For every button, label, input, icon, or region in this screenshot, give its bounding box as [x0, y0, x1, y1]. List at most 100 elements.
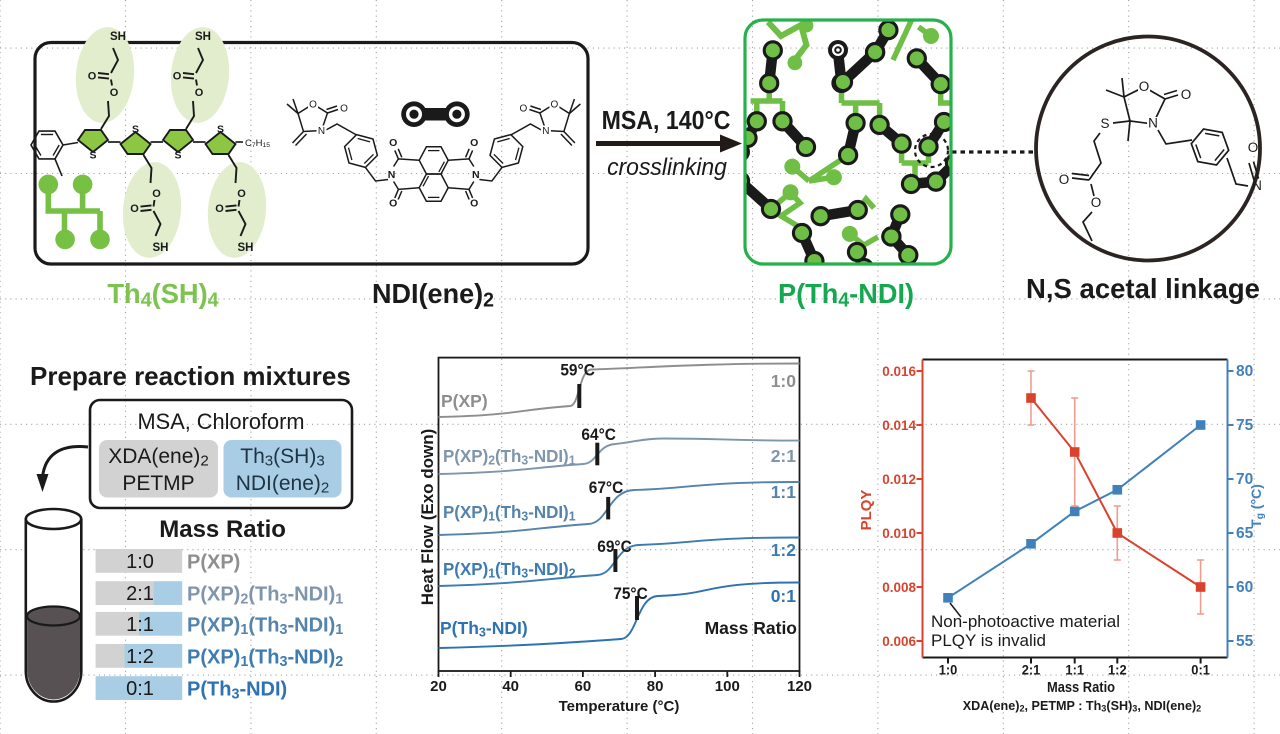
svg-text:S: S — [89, 150, 96, 162]
svg-text:MSA, Chloroform: MSA, Chloroform — [138, 409, 305, 434]
svg-text:N: N — [1148, 116, 1158, 131]
svg-text:O: O — [88, 71, 97, 83]
svg-text:1:1: 1:1 — [1065, 662, 1084, 678]
svg-text:O: O — [130, 203, 139, 215]
svg-text:2:1: 2:1 — [1022, 662, 1041, 678]
svg-text:P(XP)2​(Th3​-NDI)1​: P(XP)2​(Th3​-NDI)1​ — [187, 584, 343, 608]
svg-text:O: O — [389, 198, 397, 210]
svg-text:0:1: 0:1 — [126, 678, 154, 700]
svg-text:Temperature (°C): Temperature (°C) — [559, 698, 680, 715]
svg-text:O: O — [1139, 79, 1150, 94]
svg-text:O: O — [309, 100, 317, 111]
svg-text:64°C: 64°C — [581, 425, 616, 444]
svg-text:O: O — [152, 188, 161, 200]
svg-text:O: O — [1091, 195, 1102, 210]
svg-text:O: O — [520, 104, 528, 115]
svg-text:N: N — [318, 126, 325, 137]
svg-text:1:1: 1:1 — [126, 614, 154, 636]
svg-text:O: O — [340, 104, 348, 115]
svg-text:S: S — [132, 124, 139, 136]
svg-text:Mass Ratio: Mass Ratio — [159, 516, 286, 543]
svg-text:0.008: 0.008 — [882, 580, 916, 595]
svg-text:0.014: 0.014 — [882, 418, 916, 433]
svg-text:1:2: 1:2 — [1108, 662, 1127, 678]
svg-text:N: N — [388, 169, 396, 181]
svg-text:Th3​(SH)3​: Th3​(SH)3​ — [240, 445, 325, 470]
svg-text:75: 75 — [1236, 417, 1254, 434]
svg-text:NDI(ene)2​: NDI(ene)2​ — [236, 472, 330, 497]
svg-text:Non-photoactive material: Non-photoactive material — [931, 612, 1120, 631]
svg-text:2:1: 2:1 — [126, 583, 154, 605]
svg-text:Mass Ratio: Mass Ratio — [1047, 679, 1115, 695]
svg-text:100: 100 — [715, 678, 740, 695]
svg-text:0.010: 0.010 — [882, 526, 916, 541]
svg-text:NDI(ene)2​: NDI(ene)2​ — [372, 278, 494, 312]
svg-text:Heat Flow (Exo down): Heat Flow (Exo down) — [418, 429, 437, 606]
svg-text:P(Th3​-NDI): P(Th3​-NDI) — [440, 618, 528, 639]
svg-text:SH: SH — [110, 31, 126, 43]
svg-text:Tg​ (°C): Tg​ (°C) — [1248, 484, 1266, 528]
svg-text:0.016: 0.016 — [882, 364, 916, 379]
svg-text:S: S — [1100, 116, 1109, 131]
svg-text:O: O — [173, 71, 182, 83]
svg-text:O: O — [470, 137, 478, 149]
svg-text:0.012: 0.012 — [882, 472, 916, 487]
svg-text:P(XP)1​(Th3​-NDI)2​: P(XP)1​(Th3​-NDI)2​ — [187, 647, 343, 671]
svg-text:N: N — [472, 169, 480, 181]
svg-text:O: O — [1059, 172, 1070, 187]
svg-text:P(Th3​-NDI): P(Th3​-NDI) — [187, 679, 287, 703]
svg-text:60: 60 — [1236, 579, 1253, 596]
svg-text:0.006: 0.006 — [882, 634, 916, 649]
svg-text:XDA(ene)2​, PETMP : Th3​(SH)3​: XDA(ene)2​, PETMP : Th3​(SH)3​, NDI(ene)… — [963, 698, 1202, 714]
svg-text:69°C: 69°C — [597, 537, 632, 556]
svg-text:MSA, 140°C: MSA, 140°C — [602, 107, 731, 136]
svg-text:1:1: 1:1 — [771, 482, 797, 502]
svg-text:40: 40 — [502, 678, 519, 695]
svg-text:O: O — [1248, 140, 1259, 155]
svg-text:crosslinking: crosslinking — [607, 154, 727, 181]
svg-text:1:0: 1:0 — [939, 662, 958, 678]
svg-text:80: 80 — [647, 678, 664, 695]
svg-text:N,S acetal linkage: N,S acetal linkage — [1026, 273, 1260, 304]
svg-text:P(XP): P(XP) — [441, 391, 488, 411]
svg-text:1:2: 1:2 — [126, 646, 154, 668]
svg-text:Prepare reaction mixtures: Prepare reaction mixtures — [30, 361, 351, 391]
svg-text:Mass Ratio: Mass Ratio — [705, 618, 797, 638]
svg-text:0:1: 0:1 — [771, 586, 797, 606]
svg-text:Th4​(SH)4​: Th4​(SH)4​ — [107, 278, 218, 312]
svg-text:O: O — [551, 100, 559, 111]
svg-text:55: 55 — [1236, 633, 1254, 650]
svg-text:80: 80 — [1236, 363, 1253, 380]
svg-text:SH: SH — [153, 242, 169, 254]
svg-text:N: N — [542, 126, 549, 137]
svg-text:SH: SH — [238, 242, 254, 254]
svg-text:PETMP: PETMP — [122, 472, 194, 495]
svg-text:C7​H15​: C7​H15​ — [245, 138, 270, 149]
svg-text:PLQY is invalid: PLQY is invalid — [931, 631, 1046, 650]
svg-text:65: 65 — [1236, 525, 1254, 542]
svg-text:P(XP)1​(Th3​-NDI)1​: P(XP)1​(Th3​-NDI)1​ — [187, 614, 343, 638]
svg-text:O: O — [215, 203, 224, 215]
svg-text:P(XP)2​(Th3​-NDI)1​: P(XP)2​(Th3​-NDI)1​ — [443, 446, 576, 468]
svg-text:1:2: 1:2 — [771, 540, 797, 560]
svg-text:P(XP): P(XP) — [187, 552, 240, 574]
svg-text:P(XP)1​(Th3​-NDI)1​: P(XP)1​(Th3​-NDI)1​ — [443, 502, 576, 524]
svg-text:60: 60 — [575, 678, 592, 695]
svg-text:70: 70 — [1236, 471, 1253, 488]
svg-text:20: 20 — [430, 678, 447, 695]
svg-text:XDA(ene)2​: XDA(ene)2​ — [108, 445, 209, 470]
svg-text:59°C: 59°C — [560, 361, 595, 380]
svg-text:O: O — [110, 87, 119, 99]
svg-text:0:1: 0:1 — [1191, 662, 1210, 678]
svg-text:N: N — [1252, 178, 1262, 193]
svg-text:120: 120 — [787, 678, 812, 695]
svg-text:O: O — [237, 188, 246, 200]
svg-text:O: O — [195, 87, 204, 99]
svg-text:S: S — [217, 124, 224, 136]
svg-text:O: O — [1181, 87, 1192, 102]
svg-text:O: O — [470, 198, 478, 210]
svg-text:P(XP)1​(Th3​-NDI)2​: P(XP)1​(Th3​-NDI)2​ — [443, 559, 576, 581]
svg-text:1:0: 1:0 — [126, 551, 154, 573]
svg-text:PLQY: PLQY — [858, 490, 875, 531]
svg-text:SH: SH — [195, 31, 211, 43]
